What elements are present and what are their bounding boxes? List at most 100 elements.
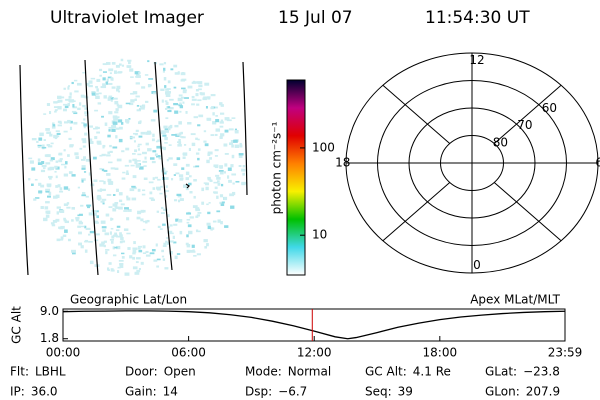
speckle bbox=[214, 186, 218, 190]
footer-value: LBHL bbox=[35, 365, 66, 379]
speckle bbox=[73, 121, 78, 125]
speckle bbox=[107, 76, 112, 79]
speckle bbox=[214, 149, 219, 152]
speckle bbox=[81, 178, 86, 181]
speckle bbox=[59, 209, 65, 213]
speckle bbox=[163, 125, 168, 129]
speckle bbox=[109, 150, 113, 153]
speckle bbox=[120, 58, 124, 62]
speckle bbox=[159, 63, 164, 66]
speckle bbox=[136, 104, 140, 107]
speckle bbox=[165, 240, 168, 243]
speckle bbox=[55, 130, 60, 133]
speckle bbox=[148, 181, 154, 184]
x-tick-label: 12:00 bbox=[297, 346, 332, 360]
speckle bbox=[112, 203, 118, 207]
speckle bbox=[96, 78, 101, 82]
speckle bbox=[102, 202, 105, 205]
speckle bbox=[99, 243, 105, 247]
speckle bbox=[157, 178, 161, 181]
speckle bbox=[182, 156, 186, 159]
speckle bbox=[67, 154, 70, 157]
speckle bbox=[105, 249, 110, 251]
speckle bbox=[224, 225, 229, 228]
speckle bbox=[80, 204, 84, 207]
speckle bbox=[167, 109, 172, 113]
speckle bbox=[102, 83, 106, 86]
speckle bbox=[117, 119, 123, 123]
speckle bbox=[157, 225, 161, 228]
speckle bbox=[67, 102, 70, 107]
speckle bbox=[180, 177, 184, 180]
speckle bbox=[219, 165, 224, 169]
polar-hour-label: 6 bbox=[595, 156, 600, 170]
speckle bbox=[160, 88, 165, 92]
speckle bbox=[205, 106, 208, 109]
speckle bbox=[193, 116, 199, 119]
speckle bbox=[179, 110, 182, 113]
speckle bbox=[152, 150, 157, 153]
speckle bbox=[82, 71, 85, 74]
speckle bbox=[112, 254, 117, 257]
speckle bbox=[142, 220, 148, 223]
speckle bbox=[129, 188, 135, 192]
speckle bbox=[88, 141, 94, 145]
speckle bbox=[89, 230, 95, 234]
speckle bbox=[197, 148, 201, 151]
speckle bbox=[176, 193, 182, 197]
speckle bbox=[155, 140, 159, 143]
speckle bbox=[165, 170, 168, 173]
speckle bbox=[164, 190, 170, 192]
speckle bbox=[137, 245, 142, 248]
speckle bbox=[161, 255, 165, 258]
speckle bbox=[132, 256, 136, 260]
speckle bbox=[92, 156, 97, 160]
speckle bbox=[96, 195, 102, 199]
speckle bbox=[108, 206, 113, 208]
speckle bbox=[47, 167, 52, 171]
speckle bbox=[47, 145, 53, 148]
speckle bbox=[111, 62, 116, 65]
speckle bbox=[162, 134, 167, 137]
speckle bbox=[118, 71, 123, 74]
speckle bbox=[166, 88, 171, 90]
speckle bbox=[93, 127, 98, 130]
speckle bbox=[195, 229, 199, 232]
speckle bbox=[119, 232, 122, 236]
speckle bbox=[167, 230, 173, 234]
speckle bbox=[214, 166, 219, 169]
speckle bbox=[173, 174, 176, 176]
speckle bbox=[135, 95, 140, 98]
speckle bbox=[124, 119, 130, 123]
speckle bbox=[110, 217, 113, 221]
speckle bbox=[51, 224, 56, 227]
speckle bbox=[115, 188, 119, 192]
speckle bbox=[160, 212, 165, 214]
speckle bbox=[118, 138, 123, 143]
speckle bbox=[208, 202, 211, 204]
y-tick-label: 9.0 bbox=[40, 304, 59, 318]
speckle bbox=[195, 215, 199, 218]
speckle bbox=[224, 153, 229, 155]
speckle bbox=[43, 217, 48, 222]
speckle bbox=[71, 100, 76, 103]
speckle bbox=[56, 238, 61, 242]
speckle bbox=[101, 198, 107, 201]
speckle bbox=[159, 192, 163, 195]
speckle bbox=[101, 241, 105, 245]
speckle bbox=[216, 210, 221, 213]
speckle bbox=[99, 68, 103, 71]
speckle bbox=[49, 159, 54, 162]
speckle bbox=[182, 91, 187, 94]
speckle bbox=[63, 203, 69, 206]
speckle bbox=[118, 199, 123, 203]
speckle bbox=[59, 227, 64, 230]
speckle bbox=[103, 180, 106, 185]
speckle bbox=[215, 128, 221, 132]
speckle bbox=[102, 71, 107, 73]
speckle bbox=[68, 137, 72, 140]
speckle bbox=[96, 88, 99, 92]
speckle bbox=[54, 110, 57, 113]
speckle bbox=[112, 208, 117, 212]
speckle bbox=[135, 261, 139, 264]
